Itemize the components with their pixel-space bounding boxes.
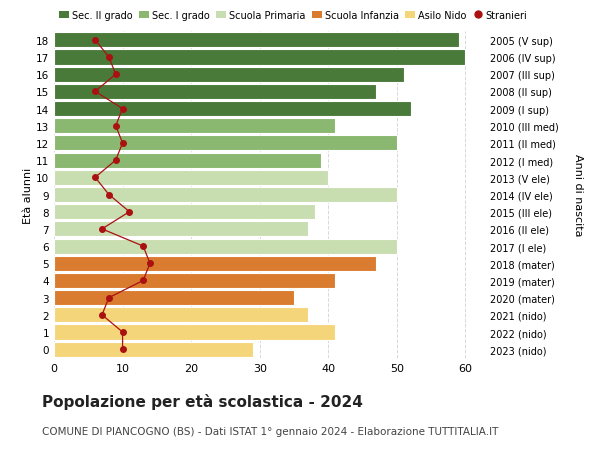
- Point: [111, 157, 121, 164]
- Point: [118, 106, 127, 113]
- Bar: [54, 291, 294, 306]
- Point: [97, 226, 107, 233]
- Point: [91, 89, 100, 96]
- Point: [97, 312, 107, 319]
- Text: COMUNE DI PIANCOGNO (BS) - Dati ISTAT 1° gennaio 2024 - Elaborazione TUTTITALIA.: COMUNE DI PIANCOGNO (BS) - Dati ISTAT 1°…: [42, 426, 499, 436]
- Point: [104, 294, 113, 302]
- Bar: [54, 342, 253, 357]
- Bar: [54, 153, 322, 168]
- Point: [118, 346, 127, 353]
- Point: [139, 277, 148, 285]
- Bar: [54, 273, 335, 288]
- Point: [91, 37, 100, 45]
- Bar: [54, 84, 376, 100]
- Bar: [54, 50, 466, 65]
- Bar: [54, 325, 335, 340]
- Bar: [54, 308, 308, 323]
- Point: [125, 208, 134, 216]
- Bar: [54, 102, 410, 117]
- Point: [139, 243, 148, 250]
- Point: [111, 123, 121, 130]
- Bar: [54, 188, 397, 202]
- Bar: [54, 205, 314, 220]
- Point: [104, 191, 113, 199]
- Bar: [54, 119, 335, 134]
- Point: [104, 54, 113, 62]
- Bar: [54, 222, 308, 237]
- Y-axis label: Età alunni: Età alunni: [23, 167, 33, 223]
- Point: [118, 140, 127, 147]
- Point: [145, 260, 155, 267]
- Bar: [54, 136, 397, 151]
- Bar: [54, 170, 328, 185]
- Point: [118, 329, 127, 336]
- Y-axis label: Anni di nascita: Anni di nascita: [573, 154, 583, 236]
- Bar: [54, 239, 397, 254]
- Legend: Sec. II grado, Sec. I grado, Scuola Primaria, Scuola Infanzia, Asilo Nido, Stran: Sec. II grado, Sec. I grado, Scuola Prim…: [59, 11, 527, 21]
- Point: [111, 71, 121, 78]
- Bar: [54, 33, 458, 48]
- Bar: [54, 67, 404, 83]
- Bar: [54, 256, 376, 271]
- Point: [91, 174, 100, 182]
- Text: Popolazione per età scolastica - 2024: Popolazione per età scolastica - 2024: [42, 393, 363, 409]
